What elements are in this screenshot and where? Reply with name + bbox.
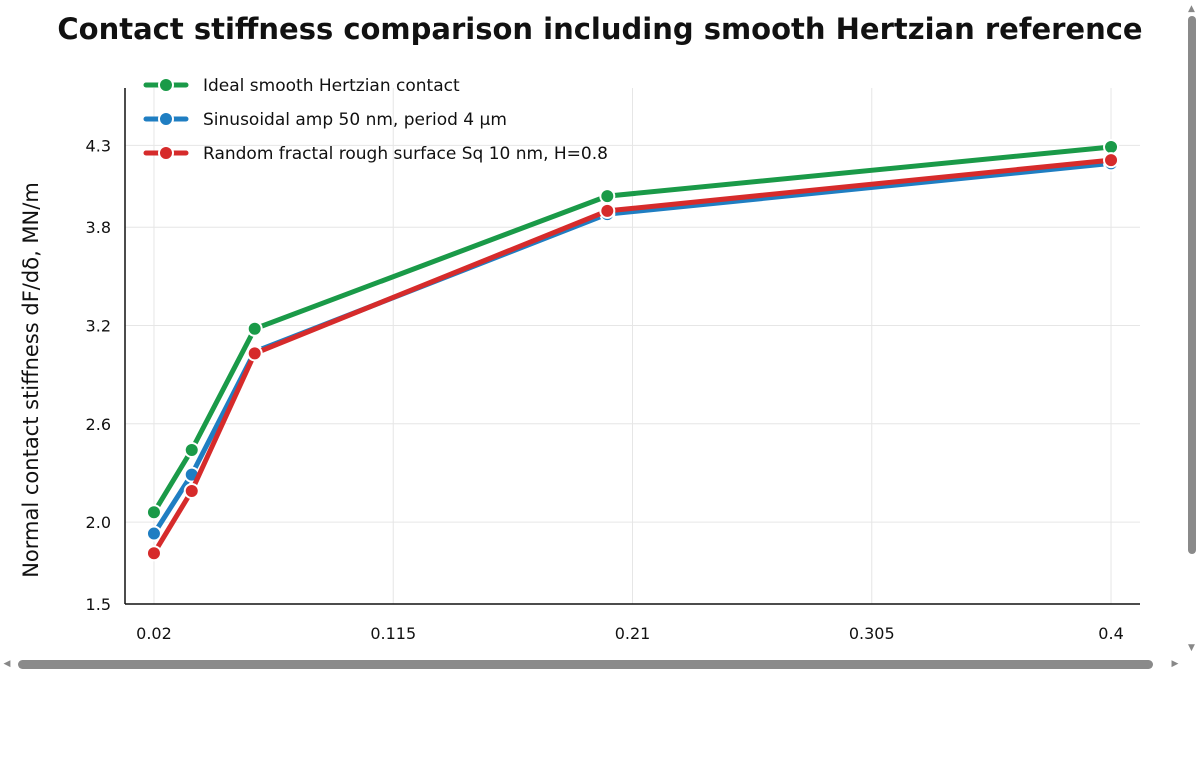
x-tick-label: 0.02 xyxy=(136,624,172,643)
legend-label: Random fractal rough surface Sq 10 nm, H… xyxy=(203,144,608,164)
data-point xyxy=(246,345,263,362)
x-tick-label: 0.115 xyxy=(370,624,416,643)
y-tick-label: 1.5 xyxy=(86,595,111,614)
data-point xyxy=(145,504,162,521)
x-tick-label: 0.305 xyxy=(849,624,895,643)
x-tick-label: 0.21 xyxy=(615,624,651,643)
data-point xyxy=(183,482,200,499)
y-tick-labels: 1.5 2.0 2.6 3.2 3.8 4.3 xyxy=(86,136,111,614)
scroll-down-arrow-icon[interactable]: ▼ xyxy=(1188,643,1195,653)
legend-swatch-marker xyxy=(158,145,174,161)
data-point xyxy=(145,525,162,542)
legend: Ideal smooth Hertzian contact Sinusoidal … xyxy=(143,76,608,164)
y-tick-label: 3.8 xyxy=(86,218,111,237)
y-tick-label: 2.0 xyxy=(86,513,111,532)
scroll-right-arrow-icon[interactable]: ▶ xyxy=(1171,659,1179,669)
legend-label: Ideal smooth Hertzian contact xyxy=(203,76,460,96)
legend-swatch-marker xyxy=(158,111,174,127)
series-1 xyxy=(145,138,1120,521)
data-point xyxy=(145,545,162,562)
x-tick-label: 0.4 xyxy=(1098,624,1123,643)
y-tick-label: 3.2 xyxy=(86,317,111,336)
vertical-scrollbar[interactable]: ▲ ▼ xyxy=(1183,0,1200,660)
y-axis-label: Normal contact stiffness dF/dδ, MN/m xyxy=(19,182,43,578)
legend-swatch-marker xyxy=(158,77,174,93)
scroll-left-arrow-icon[interactable]: ◀ xyxy=(3,659,11,669)
horizontal-scroll-thumb[interactable] xyxy=(18,660,1153,669)
y-tick-label: 2.6 xyxy=(86,415,111,434)
scroll-up-arrow-icon[interactable]: ▲ xyxy=(1188,4,1195,14)
horizontal-scrollbar[interactable]: ◀ ▶ xyxy=(0,656,1183,673)
x-tick-labels: 0.02 0.115 0.21 0.305 0.4 xyxy=(136,624,1124,643)
y-tick-label: 4.3 xyxy=(86,136,111,155)
legend-entry: Random fractal rough surface Sq 10 nm, H… xyxy=(143,144,608,164)
data-point xyxy=(599,202,616,219)
vertical-scroll-thumb[interactable] xyxy=(1188,16,1196,554)
series-3 xyxy=(145,152,1120,562)
legend-label: Sinusoidal amp 50 nm, period 4 μm xyxy=(203,110,507,130)
axes xyxy=(124,88,1140,605)
chart-title: Contact stiffness comparison including s… xyxy=(57,12,1143,46)
legend-entry: Sinusoidal amp 50 nm, period 4 μm xyxy=(143,110,507,130)
series-lines xyxy=(145,138,1120,562)
data-point xyxy=(599,188,616,205)
data-point xyxy=(246,320,263,337)
data-point xyxy=(183,442,200,459)
data-point xyxy=(1103,152,1120,169)
grid-lines xyxy=(125,88,1140,605)
data-point xyxy=(1103,138,1120,155)
legend-entry: Ideal smooth Hertzian contact xyxy=(143,76,460,96)
